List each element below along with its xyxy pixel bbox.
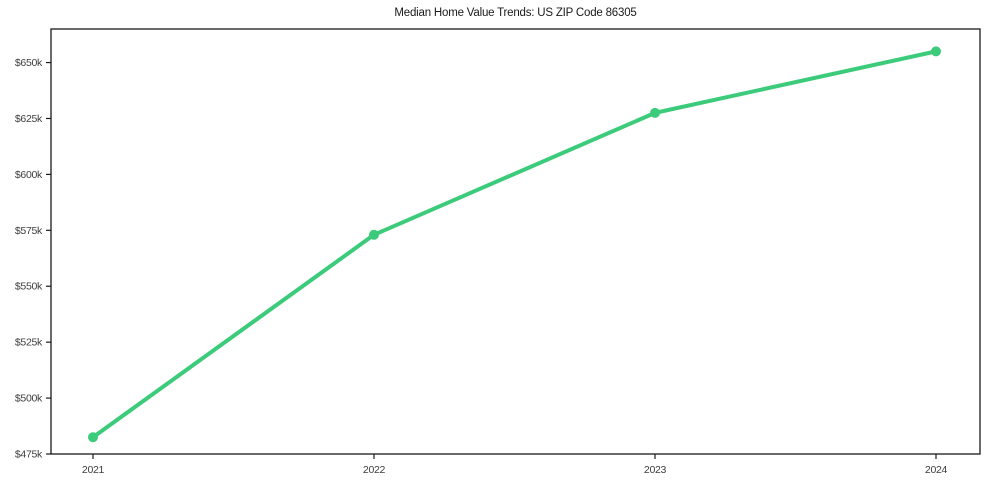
data-point-marker: [931, 46, 941, 57]
x-axis-tick-label: 2022: [363, 464, 386, 476]
series-line: [91, 49, 938, 440]
y-axis-tick-label: $575k: [15, 225, 43, 237]
y-axis-tick-label: $550k: [15, 281, 43, 293]
x-axis-tick-label: 2021: [82, 464, 105, 476]
data-point-marker: [369, 229, 379, 240]
x-axis-tick-label: 2023: [644, 464, 667, 476]
y-axis-tick-label: $475k: [15, 449, 43, 461]
y-axis-tick-label: $500k: [15, 393, 43, 405]
x-axis-tick-label: 2024: [925, 464, 948, 476]
plot-frame: [50, 28, 981, 455]
data-point-marker: [88, 432, 98, 443]
chart-title: Median Home Value Trends: US ZIP Code 86…: [394, 7, 637, 19]
y-axis-tick-label: $600k: [15, 169, 43, 181]
y-axis-tick-label: $525k: [15, 337, 43, 349]
data-point-marker: [650, 107, 660, 118]
y-axis-tick-label: $625k: [15, 113, 43, 125]
y-axis-tick-label: $650k: [15, 57, 43, 69]
